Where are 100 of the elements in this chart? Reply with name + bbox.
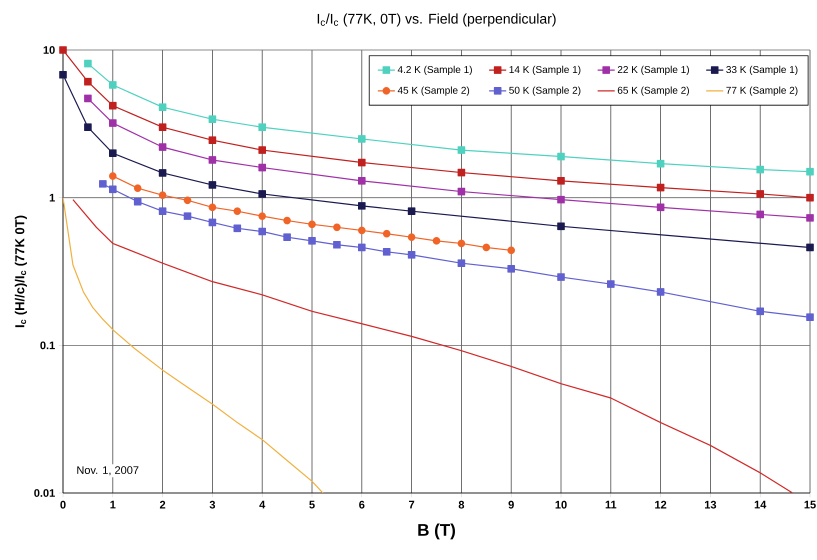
point — [258, 228, 266, 236]
point — [358, 244, 366, 252]
point — [557, 273, 565, 281]
point — [656, 184, 664, 192]
y-tick-label: 0.01 — [34, 489, 55, 497]
point — [184, 212, 192, 220]
point — [806, 168, 814, 176]
point — [806, 244, 814, 252]
line-series — [63, 197, 324, 494]
point — [806, 194, 814, 202]
point — [408, 251, 416, 259]
point — [557, 196, 565, 204]
point — [234, 207, 242, 215]
point — [208, 156, 216, 164]
point — [408, 207, 416, 215]
x-tick-label: 10 — [556, 500, 567, 509]
point — [208, 136, 216, 144]
point — [432, 237, 440, 245]
point — [208, 181, 216, 189]
point — [806, 313, 814, 322]
point — [134, 198, 142, 206]
legend-label: 14 K (Sample 1) — [510, 66, 580, 76]
point — [84, 60, 92, 68]
line-series — [72, 199, 794, 494]
point — [84, 78, 92, 86]
legend-label: 4.2 K (Sample 1) — [398, 66, 472, 76]
point — [756, 190, 764, 198]
x-tick-label: 3 — [210, 500, 216, 509]
y-tick-label: 10 — [44, 46, 55, 54]
x-tick-label: 4 — [259, 500, 266, 508]
point — [382, 230, 391, 238]
x-tick-label: 0 — [60, 500, 66, 509]
point — [109, 102, 117, 110]
legend-label: 65 K (Sample 2) — [618, 86, 689, 96]
point — [283, 233, 291, 241]
point — [557, 152, 565, 160]
point — [607, 280, 615, 288]
y-tick-label: 0.1 — [40, 341, 55, 350]
x-tick-label: 14 — [754, 500, 766, 508]
point — [84, 94, 92, 102]
point — [208, 204, 216, 212]
point — [99, 180, 107, 188]
point — [756, 166, 764, 174]
point — [358, 135, 366, 143]
point — [458, 146, 466, 154]
point — [234, 224, 242, 232]
point — [258, 190, 266, 198]
point — [308, 220, 316, 228]
point — [258, 164, 266, 172]
point — [158, 143, 166, 151]
point — [158, 169, 166, 177]
point — [756, 210, 764, 218]
point — [308, 237, 316, 245]
point — [109, 185, 117, 194]
point — [557, 222, 565, 230]
point — [333, 224, 341, 232]
point — [557, 177, 565, 185]
point — [656, 160, 664, 168]
point — [283, 216, 291, 224]
point — [458, 188, 466, 196]
point — [358, 226, 366, 234]
point — [158, 191, 166, 199]
point — [333, 240, 341, 249]
y-axis-title: I$_{c}$ (H//c)/I$_{c}$ (77K 0T) — [14, 216, 27, 328]
point — [109, 149, 117, 158]
legend-label: 45 K (Sample 2) — [398, 86, 470, 96]
point — [382, 248, 391, 256]
x-tick-label: 2 — [160, 500, 166, 508]
point — [134, 184, 142, 192]
x-axis-title: B (T) — [418, 523, 455, 540]
x-tick-label: 5 — [309, 500, 315, 508]
point — [109, 172, 117, 180]
x-tick-label: 7 — [409, 500, 414, 508]
legend-label: 22 K (Sample 1) — [618, 66, 689, 76]
x-tick-label: 15 — [804, 500, 816, 508]
point — [408, 233, 416, 241]
point — [158, 103, 166, 111]
x-tick-label: 11 — [606, 500, 616, 508]
x-tick-label: 6 — [359, 500, 364, 509]
point — [184, 196, 192, 204]
x-tick-label: 12 — [655, 500, 666, 508]
point — [258, 212, 266, 220]
point — [656, 204, 664, 212]
x-tick-label: 13 — [704, 500, 716, 509]
point — [358, 202, 366, 210]
point — [756, 308, 764, 316]
point — [507, 264, 516, 273]
point — [258, 123, 266, 132]
point — [458, 259, 466, 267]
x-tick-label: 8 — [458, 500, 464, 509]
point — [458, 240, 466, 248]
x-tick-label: 9 — [508, 500, 514, 509]
point — [656, 288, 664, 296]
legend-label: 33 K (Sample 1) — [726, 66, 798, 76]
annotation: Nov. 1, 2007 — [77, 466, 138, 476]
point — [507, 246, 516, 254]
point — [109, 119, 117, 127]
legend-label: 50 K (Sample 2) — [509, 86, 580, 96]
legend-label: 77 K (Sample 2) — [726, 86, 798, 96]
point — [458, 168, 466, 176]
